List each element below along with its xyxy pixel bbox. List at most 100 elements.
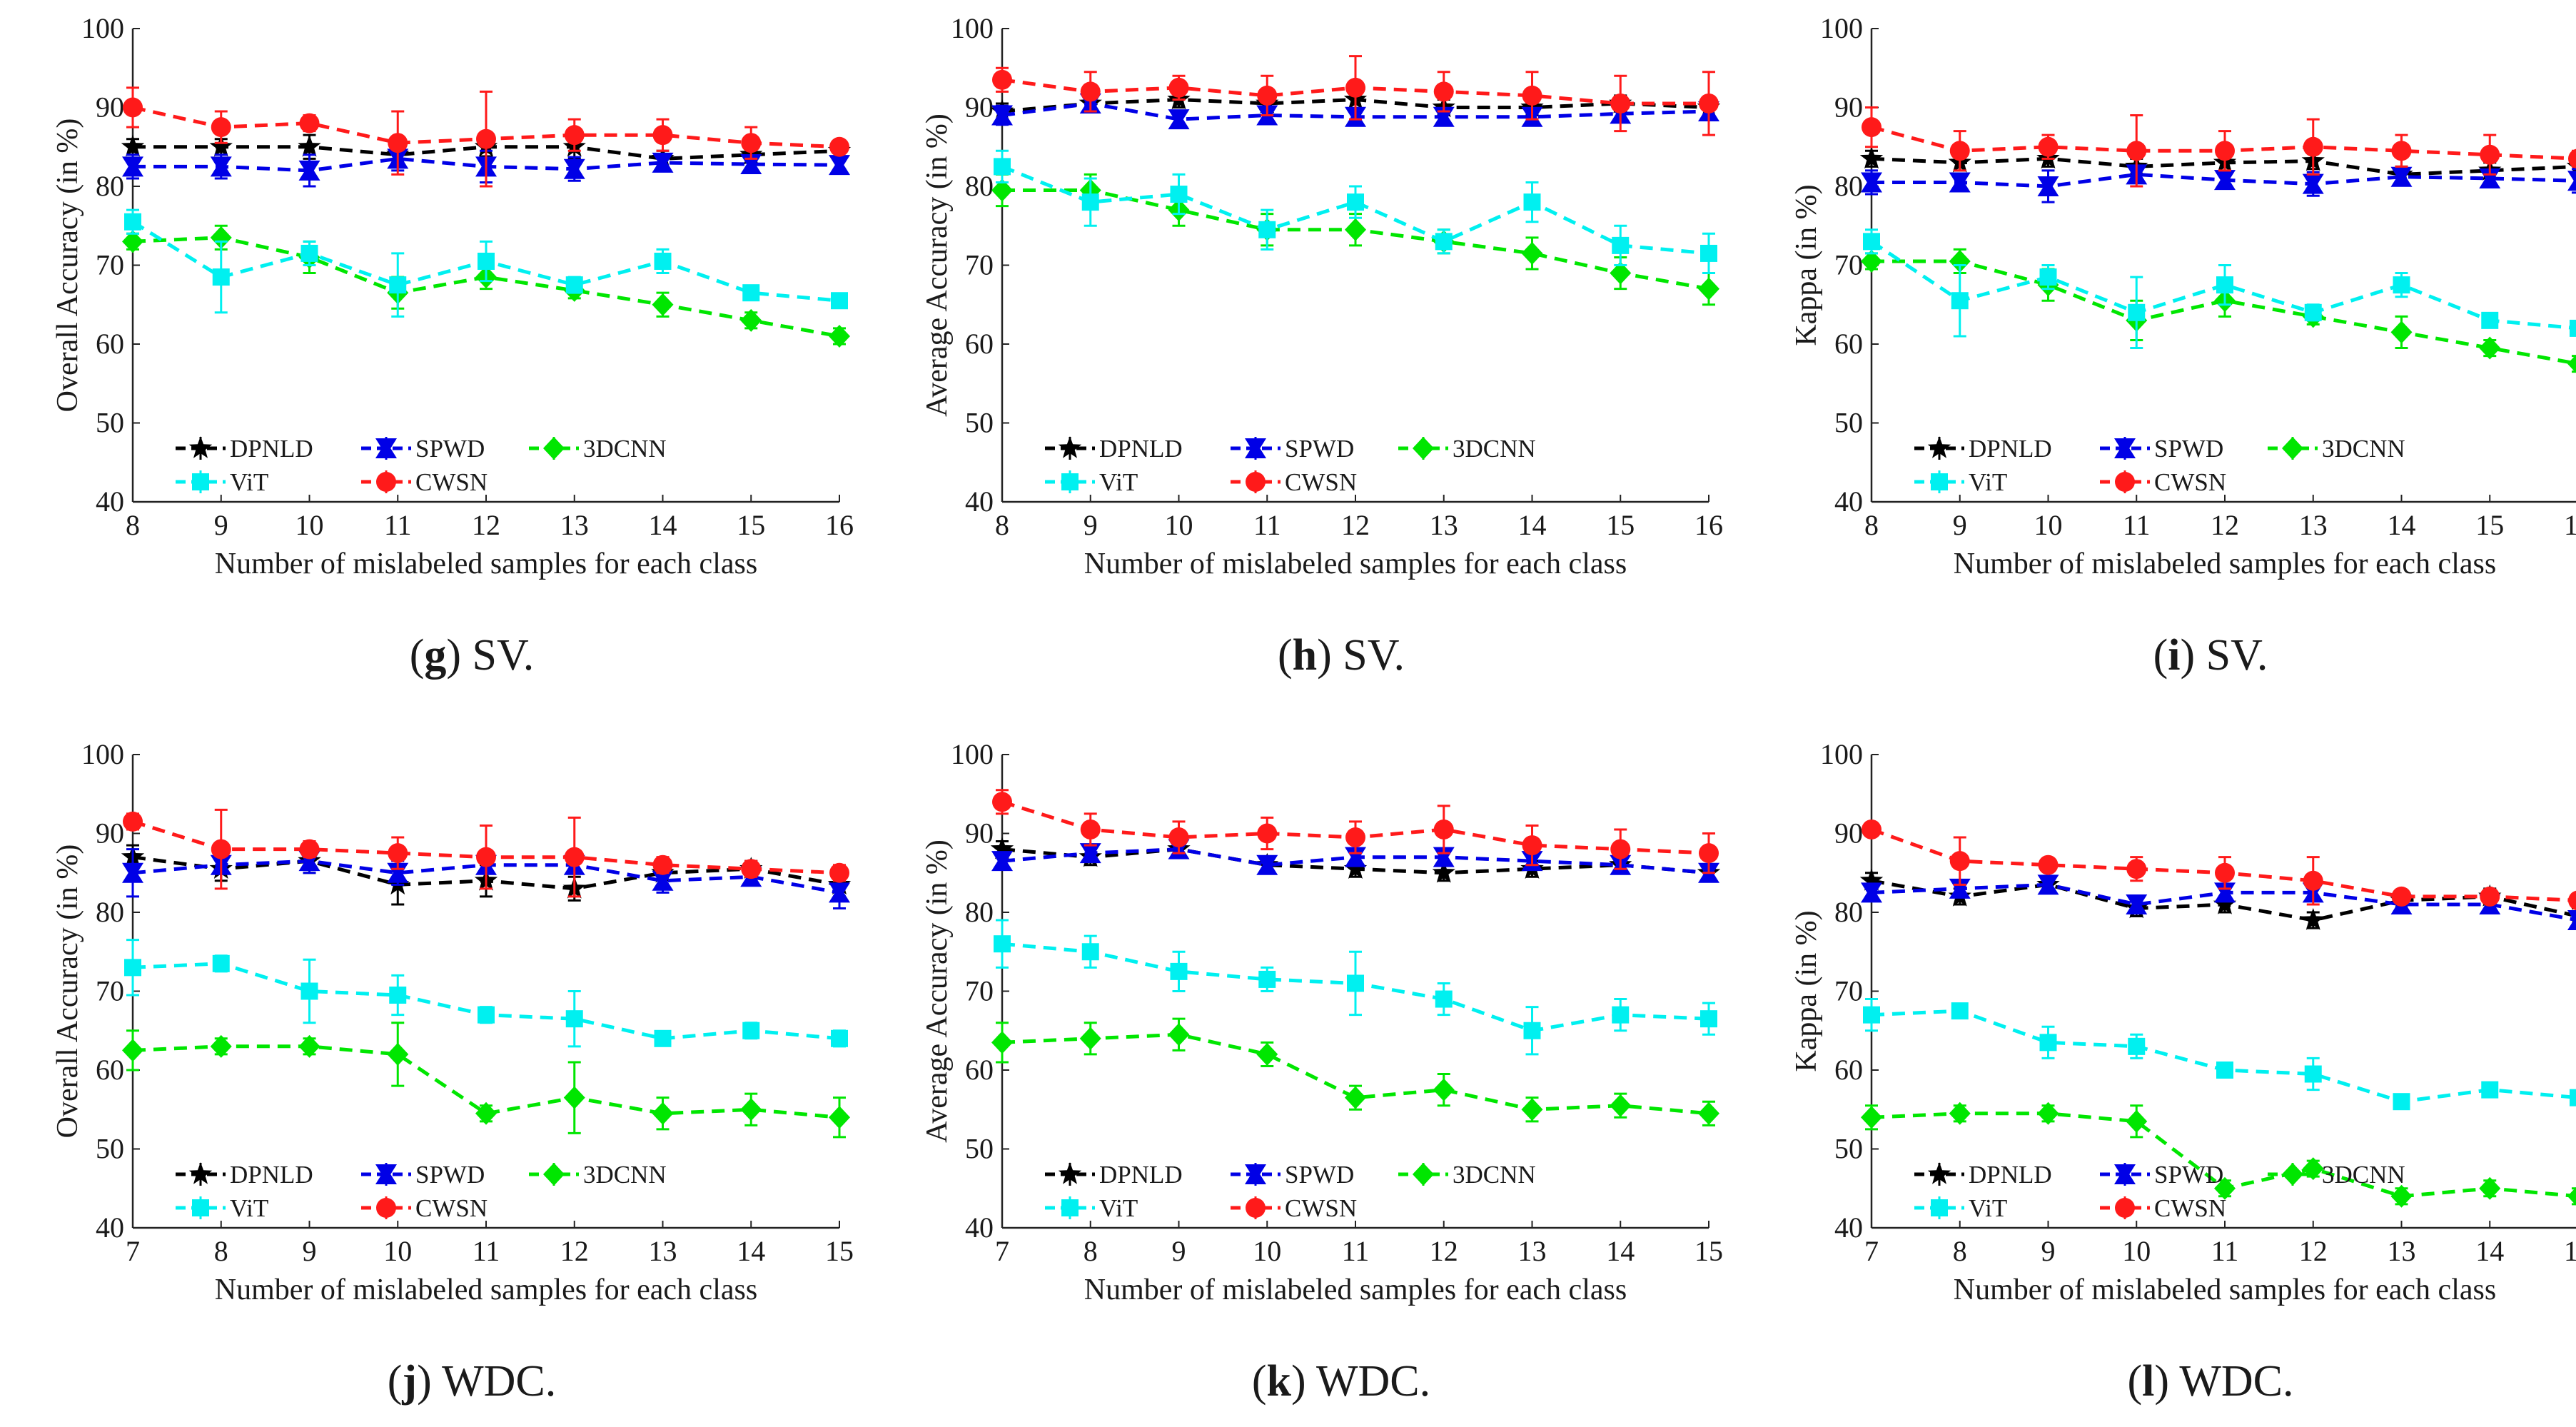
y-tick-label: 100 [1820, 12, 1863, 44]
legend-marker [1245, 1167, 1266, 1184]
data-point [1081, 193, 1099, 211]
y-tick-label: 40 [1834, 485, 1863, 518]
series-CWSN [992, 55, 1719, 136]
x-tick-label: 15 [1606, 509, 1635, 541]
subfigure-caption: (g) SV. [410, 631, 535, 680]
data-point [1345, 77, 1365, 98]
series-ViT [1863, 228, 2576, 350]
y-tick-label: 50 [1834, 407, 1863, 439]
data-point [1347, 974, 1364, 992]
data-point [741, 859, 762, 879]
legend-marker [2114, 441, 2136, 458]
legend-label: ViT [230, 1194, 268, 1222]
x-tick-label: 14 [1606, 1235, 1635, 1267]
data-point [1433, 849, 1455, 867]
data-point [2570, 1089, 2576, 1106]
x-axis-label: Number of mislabeled samples for each cl… [1084, 548, 1627, 580]
data-point [2215, 141, 2235, 161]
y-tick-label: 60 [965, 328, 994, 360]
legend-label: CWSN [1285, 468, 1357, 496]
data-point [2037, 179, 2059, 196]
data-point [210, 1034, 232, 1058]
y-tick-label: 40 [965, 1211, 994, 1244]
x-tick-label: 15 [2475, 509, 2504, 541]
legend-marker [1061, 473, 1079, 490]
data-point [652, 1101, 674, 1125]
legend-marker [188, 436, 213, 458]
data-point [1698, 865, 1719, 883]
x-tick-label: 7 [995, 1235, 1009, 1267]
series-3DCNN [122, 1022, 850, 1139]
data-point [211, 117, 231, 138]
y-axis-label: Overall Accuracy (in %) [51, 119, 84, 413]
x-tick-label: 15 [825, 1235, 854, 1267]
x-tick-label: 13 [649, 1235, 677, 1267]
data-point [2214, 885, 2236, 903]
series-line [1870, 240, 2576, 331]
data-point [1170, 962, 1188, 980]
legend-marker [1413, 437, 1434, 460]
data-point [124, 959, 141, 977]
y-tick-label: 60 [96, 328, 124, 360]
legend-label: ViT [230, 468, 268, 496]
data-point [298, 854, 320, 872]
series-line [1001, 165, 1709, 256]
series-CWSN [1862, 819, 2576, 911]
legend-label: ViT [1099, 468, 1138, 496]
data-point [2481, 311, 2499, 329]
series-ViT [994, 919, 1717, 1056]
data-point [2567, 354, 2576, 373]
data-point [1345, 827, 1365, 848]
caption-paren: ( [410, 631, 425, 680]
data-point [1433, 819, 1454, 839]
data-point [652, 125, 673, 146]
data-point [1949, 141, 1970, 161]
chart-k: 40 50 60 70 80 90 100 7 8 9 10 11 12 13 14 15 Number of … [921, 738, 1723, 1406]
data-point [299, 113, 320, 133]
data-point [2037, 1101, 2059, 1125]
y-tick-label: 70 [965, 249, 994, 281]
data-point [122, 865, 143, 883]
data-point [2303, 870, 2323, 891]
data-point [1699, 93, 1719, 114]
data-point [1699, 843, 1719, 864]
data-point [1863, 233, 1880, 251]
y-tick-label: 80 [96, 896, 124, 928]
series-ViT [1863, 998, 2576, 1111]
data-point [387, 1042, 409, 1066]
y-tick-label: 70 [1834, 249, 1863, 281]
legend-marker [543, 1163, 565, 1186]
caption-text: WDC. [2179, 1357, 2293, 1406]
data-point [1698, 277, 1719, 301]
x-tick-label: 11 [473, 1235, 500, 1267]
caption-paren: ) [2154, 1357, 2179, 1406]
data-point [652, 155, 674, 173]
data-point [298, 134, 321, 157]
x-tick-label: 11 [2123, 509, 2151, 541]
data-point [475, 1101, 497, 1125]
legend: DPNLD SPWD 3DCNN ViT CWSN [176, 435, 667, 496]
data-point [740, 1098, 762, 1121]
data-point [1861, 885, 1882, 903]
data-point [2039, 268, 2057, 286]
data-point [2304, 303, 2322, 321]
data-point [122, 230, 143, 253]
caption-letter: g [424, 631, 446, 680]
data-point [1343, 857, 1368, 879]
legend-label: SPWD [415, 1161, 485, 1189]
x-tick-label: 15 [1694, 1235, 1723, 1267]
legend-label: ViT [1099, 1194, 1138, 1222]
legend-label: ViT [1969, 468, 2007, 496]
y-tick-label: 90 [965, 817, 994, 849]
x-tick-label: 9 [1084, 509, 1098, 541]
caption-letter: h [1293, 631, 1317, 680]
y-tick-label: 40 [96, 485, 124, 518]
y-tick-label: 70 [96, 975, 124, 1007]
legend-marker [543, 437, 565, 460]
legend-label: DPNLD [1099, 435, 1183, 463]
subfigure-caption: (l) WDC. [2127, 1357, 2293, 1406]
y-tick-label: 100 [1820, 738, 1863, 770]
y-axis-label: Kappa (in %) [1790, 184, 1823, 346]
x-tick-label: 9 [1172, 1235, 1186, 1267]
data-point [2567, 177, 2576, 191]
